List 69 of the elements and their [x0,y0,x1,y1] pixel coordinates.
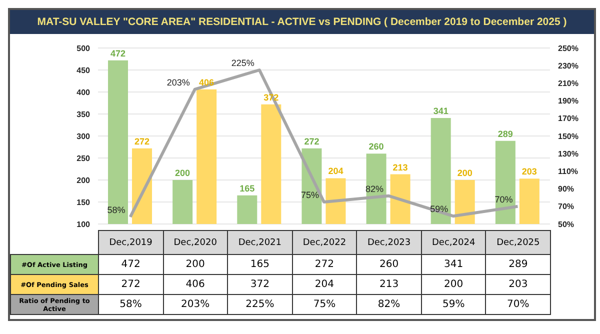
data-label: 213 [356,274,422,294]
text: 406 [199,77,214,88]
line-series [128,68,520,218]
text: 213 [392,162,408,172]
data-label: 82% [356,294,422,314]
y2-tick-label: 170% [558,114,578,124]
y-tick-label: 350 [76,110,91,119]
data-label: 200 [421,274,486,294]
y2-tick-label: 210% [558,79,578,88]
text: 260 [368,142,384,152]
y2-tick-label: 130% [558,149,578,158]
y-tick-label: 150 [76,198,91,207]
data-label: 272 [98,274,164,294]
y2-tick-label: 190% [558,96,578,106]
y-tick-label: 200 [76,176,91,185]
data-label: 272 [292,254,357,274]
y-tick-label: 100 [76,220,91,229]
text: 289 [498,128,513,139]
text: 59% [430,204,448,214]
data-label: 289 [486,254,550,274]
data-label: 472 [98,254,164,274]
text: 472 [110,48,126,58]
x-tick-label: Dec,2020 [163,230,228,254]
chart-title: MAT-SU VALLEY "CORE AREA" RESIDENTIAL - ACTIVE vs PENDING ( December 2019 to December 2025 ) [10,10,594,34]
text: 225% [231,58,254,68]
y-tick-label: 400 [76,88,91,97]
data-label: 372 [228,274,292,294]
data-label: 70% [486,294,550,314]
y2-tick-label: 110% [558,167,578,176]
data-label: 203 [486,274,550,294]
data-label: 203% [163,294,228,314]
text: 200 [175,168,190,178]
data-label: 225% [228,294,292,314]
x-tick-label: Dec,2021 [228,230,292,254]
text: 204 [328,166,344,176]
data-label: 165 [228,254,292,274]
y2-tick-label: 70% [558,202,574,212]
x-tick-label: Dec,2022 [292,230,357,254]
data-label: 204 [292,274,357,294]
text: 70% [494,194,513,204]
x-tick-label: Dec,2019 [98,230,164,254]
data-label: 200 [163,254,228,274]
text: 203 [522,166,537,177]
text: 200 [457,168,472,178]
data-label: 406 [163,274,228,294]
y2-tick-label: 150% [558,132,578,141]
y2-tick-label: 90% [558,184,574,194]
y-tick-label: 250 [76,154,91,163]
text: 372 [264,92,279,102]
data-label: 58% [98,294,164,314]
y-tick-label: 450 [76,66,91,75]
y-tick-label: 300 [76,132,91,141]
y2-tick-label: 250% [558,44,578,53]
data-label: 59% [421,294,486,314]
y-tick-label: 500 [76,44,91,53]
y2-tick-label: 50% [558,220,574,229]
x-tick-label: Dec,2024 [421,230,486,254]
data-label: 75% [292,294,357,314]
data-label: 341 [421,254,486,274]
x-tick-label: Dec,2025 [486,230,550,254]
text: 203% [166,77,190,88]
text: 165 [240,183,255,194]
y2-tick-label: 230% [558,61,578,70]
text: 272 [134,136,150,146]
text: 341 [433,106,448,116]
text: 272 [304,136,320,146]
data-label: 260 [356,254,422,274]
text: 75% [300,190,319,200]
x-tick-label: Dec,2023 [356,230,422,254]
